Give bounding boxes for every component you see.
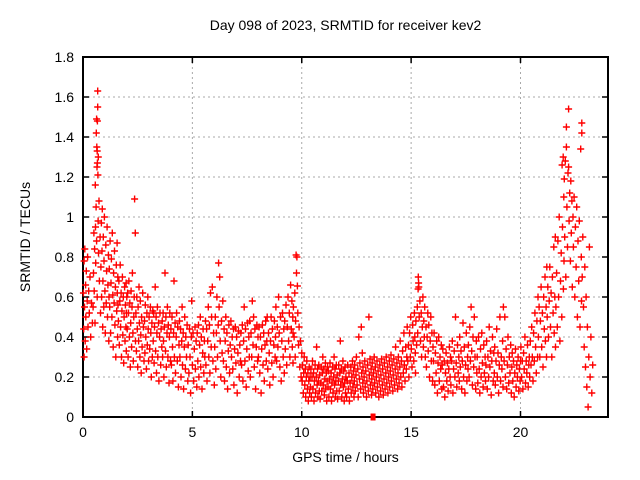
data-point-markers — [79, 87, 597, 411]
y-tick-label: 0.8 — [54, 249, 74, 265]
y-tick-label: 0.6 — [54, 289, 74, 305]
y-tick-label: 0.4 — [54, 329, 74, 345]
y-tick-label: 1 — [66, 209, 74, 225]
x-tick-label: 0 — [79, 424, 87, 440]
x-tick-label: 20 — [512, 424, 529, 440]
y-axis-title: SRMTID / TECUs — [17, 181, 33, 293]
x-tick-label: 5 — [188, 424, 197, 440]
x-tick-label: 15 — [403, 424, 419, 440]
y-tick-label: 1.6 — [54, 89, 74, 105]
y-tick-label: 0 — [66, 409, 74, 425]
y-tick-label: 1.8 — [54, 49, 74, 65]
outlier-square-marker — [370, 413, 376, 421]
x-tick-label: 10 — [293, 424, 310, 440]
y-tick-label: 1.2 — [54, 169, 74, 185]
x-axis-title: GPS time / hours — [292, 449, 399, 465]
chart-title: Day 098 of 2023, SRMTID for receiver kev… — [209, 17, 482, 33]
plot-border — [82, 56, 609, 418]
y-tick-label: 1.4 — [54, 129, 74, 145]
y-tick-label: 0.2 — [54, 369, 74, 385]
